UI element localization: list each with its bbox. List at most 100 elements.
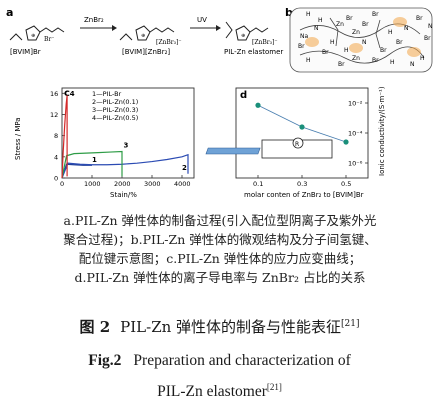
legend-entry-4: 4—PIL-Zn(0.5) — [92, 114, 138, 122]
data-point — [255, 102, 261, 108]
curve-label-1: 1 — [92, 156, 97, 164]
panel-b-letter: b — [285, 6, 293, 19]
atom-label: H — [344, 47, 349, 54]
atom-label: Br — [424, 35, 431, 42]
chart-c-ylabel: Stress / MPa — [14, 117, 22, 160]
series-line-3 — [61, 150, 123, 179]
data-point — [343, 139, 349, 145]
figure-caption: a.PIL-Zn 弹性体的制备过程(引入配位型阴离子及紫外光 聚合过程)；b.P… — [10, 211, 430, 287]
x-tick-label: 2000 — [114, 180, 131, 188]
arrow-2-head — [216, 25, 221, 31]
atom-label: H — [306, 57, 311, 64]
chart-c-series: 1 2 3 4 — [61, 90, 189, 179]
elastomer-ion: [ZnBr₃]⁻ — [252, 39, 278, 46]
caption-line-4: d.PIL-Zn 弹性体的离子导电率与 ZnBr₂ 占比的关系 — [74, 270, 366, 285]
inset-device-illustration: R — [205, 137, 333, 159]
atom-label: H — [318, 17, 323, 24]
atom-label: N — [404, 25, 409, 32]
y-tick-label: 10⁻⁴ — [348, 130, 363, 138]
atom-label: N — [428, 23, 433, 30]
chinese-figure-title: 图 2 PIL-Zn 弹性体的制备与性能表征[21] — [0, 316, 439, 337]
atom-label: H — [390, 59, 395, 66]
complex-ion: [ZnBr₃]⁻ — [156, 39, 182, 46]
chart-c-xlabel: Stain/% — [110, 191, 137, 199]
chart-d-series — [255, 102, 349, 145]
panel-a-letter: a — [6, 6, 13, 19]
en-figure-label: Fig.2 — [88, 352, 122, 369]
cn-figure-title-text: PIL-Zn 弹性体的制备与性能表征 — [120, 318, 342, 336]
atom-label: H — [306, 11, 311, 18]
atom-label: Zn — [352, 55, 360, 62]
chart-d-ylabel: Ionic conductivity/(S·m⁻¹) — [378, 86, 386, 176]
x-tick-label: 1000 — [84, 180, 101, 188]
imidazolium-plus-1: ⊕ — [31, 33, 35, 39]
fit-line — [257, 104, 347, 143]
english-figure-title: Fig.2 Preparation and characterization of… — [0, 348, 439, 405]
panel-a: a ⊕ Br⁻ [BVIM]Br ZnBr₂ ⊕ [ZnBr₃]⁻ [BVIM]… — [6, 6, 283, 56]
monomer-structure — [9, 25, 65, 41]
imidazolium-plus-3: ⊕ — [241, 33, 245, 39]
atom-label: Na — [300, 33, 308, 40]
atom-label: Br — [362, 21, 369, 28]
chart-d-xlabel: molar conten of ZnBr₂ to [BVIM]Br — [244, 191, 364, 199]
x-tick-label: 3000 — [144, 180, 161, 188]
elastomer-label: PIL-Zn elastomer — [224, 48, 283, 56]
chart-c-frame — [61, 87, 195, 179]
legend-entry-2: 2—PIL-Zn(0.1) — [92, 98, 138, 106]
series-line-1 — [61, 163, 92, 179]
panel-d-letter: d — [240, 90, 247, 101]
panel-d: d 0.1 0.3 0.5 10⁻² 10⁻⁴ 10⁻⁶ R Ionic conducti… — [205, 86, 386, 199]
svg-text:R: R — [295, 141, 299, 148]
atom-label: Br — [346, 15, 353, 22]
y-tick-label: 16 — [50, 90, 58, 98]
curve-label-4: 4 — [70, 90, 75, 98]
complex-label: [BVIM][ZnBr₂] — [122, 48, 170, 56]
cn-figure-ref: [21] — [341, 319, 360, 329]
y-tick-label: 0 — [54, 175, 58, 183]
caption-line-1: a.PIL-Zn 弹性体的制备过程(引入配位型阴离子及紫外光 — [63, 213, 377, 228]
cn-figure-label: 图 2 — [79, 318, 111, 336]
panel-c-letter: c — [64, 88, 70, 99]
series-line-2 — [61, 153, 189, 179]
legend-entry-3: 3—PIL-Zn(0.3) — [92, 106, 138, 114]
series-line-4 — [61, 95, 68, 179]
caption-line-2: 聚合过程)；b.PIL-Zn 弹性体的微观结构及分子间氢键、 — [63, 232, 377, 247]
arrow-2-label: UV — [197, 16, 207, 24]
x-tick-label: 0.5 — [341, 180, 351, 188]
atom-label: Br — [396, 39, 403, 46]
x-tick-label: 4000 — [174, 180, 191, 188]
y-tick-label: 4 — [54, 153, 58, 161]
caption-line-3: 配位键示意图；c.PIL-Zn 弹性体的应力应变曲线； — [78, 251, 362, 266]
atom-label: N — [314, 25, 319, 32]
arrow-1-head — [112, 25, 117, 31]
y-tick-label: 12 — [50, 111, 58, 119]
en-figure-ref: [21] — [266, 382, 282, 392]
chart-d-axes: 0.1 0.3 0.5 10⁻² 10⁻⁴ 10⁻⁶ — [253, 100, 368, 188]
x-tick-label: 0.3 — [297, 180, 307, 188]
monomer-label: [BVIM]Br — [10, 48, 41, 56]
atom-label: Br — [322, 49, 329, 56]
microstructure-rings — [305, 17, 421, 57]
atom-label: H — [330, 39, 335, 46]
atom-label: Zn — [352, 29, 360, 36]
x-tick-label: 0.1 — [253, 180, 263, 188]
en-figure-title-line1: Preparation and characterization of — [133, 352, 351, 369]
curve-label-2: 2 — [182, 164, 187, 172]
en-figure-title-line2: PIL-Zn elastomer — [157, 383, 267, 401]
curve-label-3: 3 — [124, 141, 129, 149]
atom-label: Zn — [336, 21, 344, 28]
atom-label: Br — [298, 43, 305, 50]
atom-label: N — [362, 39, 367, 46]
atom-label: H — [388, 29, 393, 36]
atom-label: N — [410, 61, 415, 68]
chart-c-legend: 1—PIL-Br2—PIL-Zn(0.1)3—PIL-Zn(0.3)4—PIL-… — [92, 90, 138, 122]
atom-label: Br — [372, 57, 379, 64]
y-tick-label: 8 — [54, 132, 58, 140]
monomer-ion: Br⁻ — [44, 36, 54, 43]
atom-label: Br — [416, 15, 423, 22]
atom-label: Br — [338, 61, 345, 68]
imidazolium-plus-2: ⊕ — [141, 33, 145, 39]
